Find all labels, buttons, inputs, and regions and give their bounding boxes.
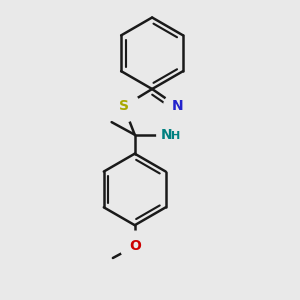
Text: N: N — [172, 99, 183, 113]
Text: S: S — [119, 99, 129, 113]
Text: H: H — [171, 131, 180, 141]
Text: N: N — [160, 128, 172, 142]
Text: O: O — [129, 239, 141, 253]
